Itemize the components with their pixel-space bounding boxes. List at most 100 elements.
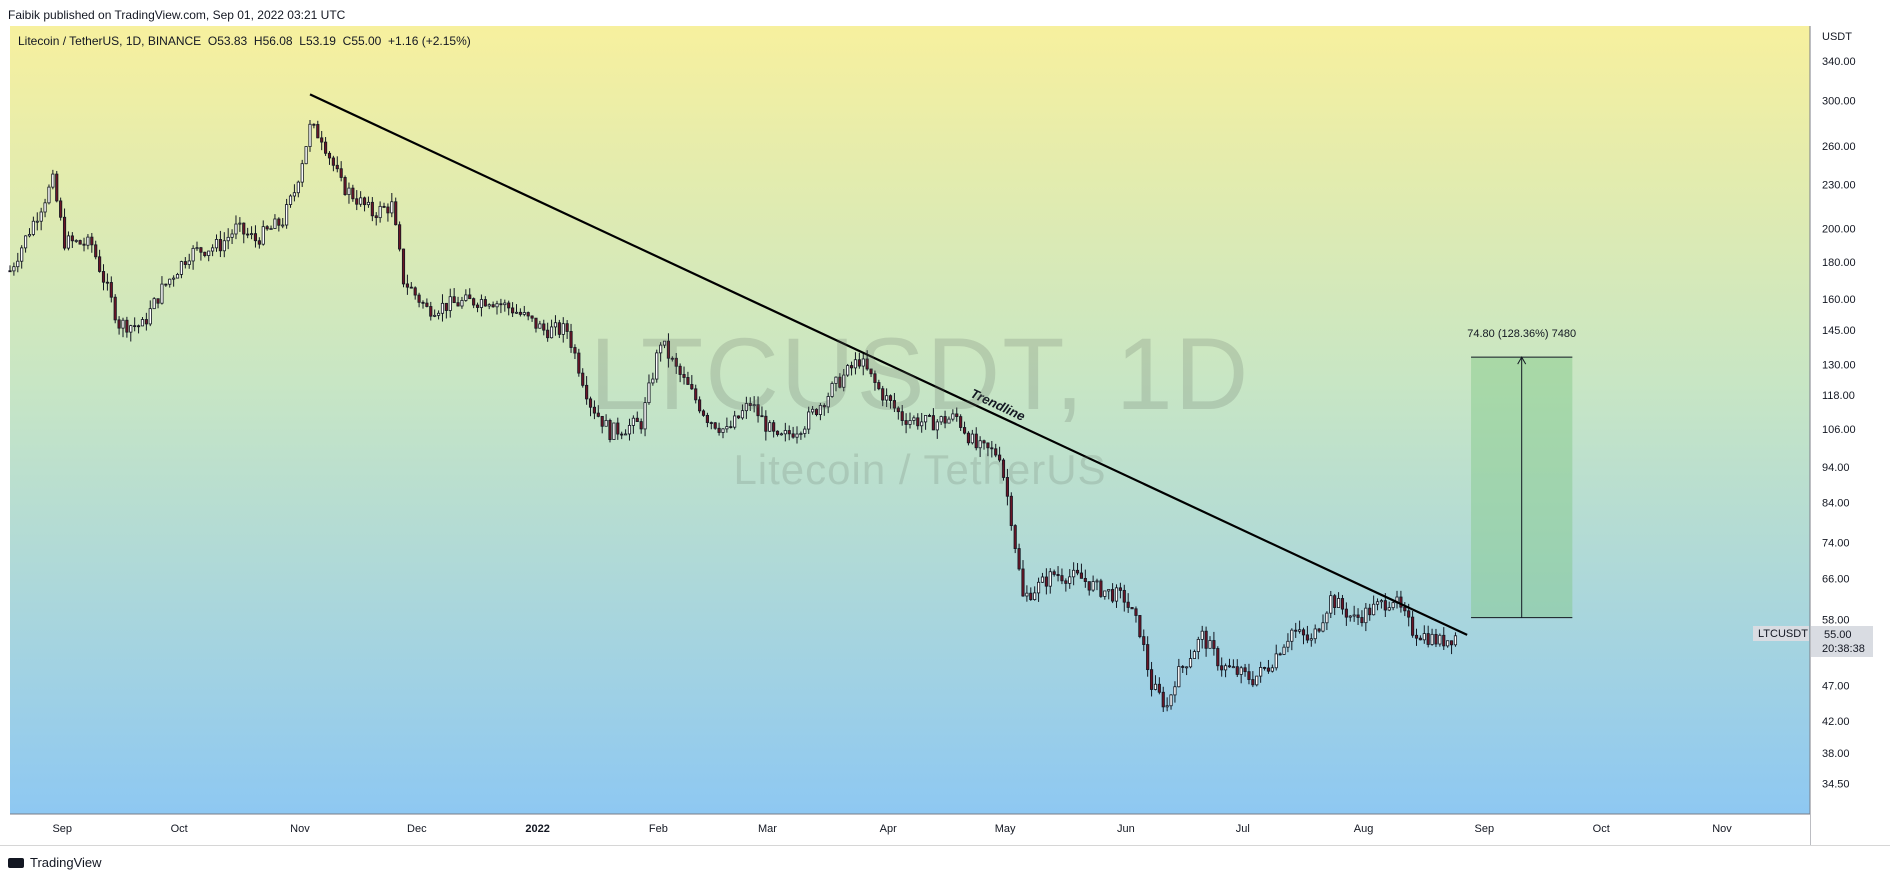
candle-body <box>682 374 686 378</box>
candle-body <box>1411 616 1415 636</box>
price-tick-label: 260.00 <box>1822 141 1856 153</box>
candle-body <box>814 408 819 415</box>
candle-body <box>164 283 168 286</box>
candle-body <box>1247 671 1251 680</box>
candle-body <box>175 274 180 279</box>
candle-body <box>670 357 674 360</box>
candle-body <box>66 235 71 249</box>
candle-body <box>47 186 51 204</box>
chart-area[interactable]: USDT 340.00 300.00 260.00 230.00 200.00 180.0… <box>0 26 1890 845</box>
candle-body <box>265 226 269 230</box>
candle-body <box>1075 569 1080 574</box>
candle-body <box>596 412 600 417</box>
candle-body <box>429 306 433 317</box>
time-axis-background <box>10 814 1810 845</box>
candle-body <box>1274 653 1278 669</box>
candle-body <box>230 233 234 238</box>
candle-body <box>760 415 764 418</box>
price-tick-label: 47.00 <box>1822 681 1850 693</box>
candle-body <box>1243 667 1247 673</box>
candle-body <box>881 388 885 401</box>
candle-body <box>1204 630 1208 649</box>
candle-body <box>705 414 709 423</box>
candle-body <box>748 403 752 406</box>
candle-body <box>1173 686 1177 696</box>
candle-body <box>1294 629 1298 632</box>
candle-body <box>59 200 63 218</box>
candle-body <box>838 376 842 388</box>
candle-body <box>799 433 803 435</box>
watermark-description: Litecoin / TetherUS <box>733 446 1107 493</box>
candle-body <box>912 417 916 421</box>
candle-body <box>1379 600 1383 603</box>
time-tick-label: Nov <box>1712 823 1732 835</box>
candle-body <box>1301 629 1306 636</box>
candle-body <box>1021 568 1025 597</box>
candle-body <box>121 319 125 329</box>
candle-body <box>1192 651 1196 659</box>
candle-body <box>959 416 963 428</box>
candle-body <box>324 141 328 154</box>
candle-body <box>779 433 783 436</box>
candle-body <box>218 239 222 252</box>
candle-body <box>1153 683 1158 690</box>
candle-body <box>292 192 296 197</box>
candle-body <box>1072 569 1076 578</box>
candle-body <box>686 377 690 385</box>
time-tick-label: Sep <box>52 823 72 835</box>
candle-body <box>1364 607 1368 624</box>
candle-body <box>495 303 499 308</box>
time-tick-label: Dec <box>407 823 427 835</box>
candle-body <box>503 302 507 306</box>
candle-body <box>666 340 671 359</box>
candle-body <box>421 301 425 304</box>
time-tick-label: Apr <box>880 823 897 835</box>
candle-body <box>1290 629 1294 642</box>
candle-body <box>1387 607 1391 611</box>
candle-body <box>592 406 596 414</box>
candle-body <box>382 205 386 208</box>
price-axis-currency: USDT <box>1822 31 1852 43</box>
time-tick-label: Jul <box>1236 823 1250 835</box>
candle-body <box>943 416 947 424</box>
price-tick-label: 66.00 <box>1822 574 1850 586</box>
candle-body <box>191 247 195 262</box>
price-chart[interactable]: USDT 340.00 300.00 260.00 230.00 200.00 180.0… <box>0 26 1890 845</box>
candle-body <box>1161 691 1165 708</box>
candle-body <box>43 202 47 213</box>
candle-body <box>257 240 261 245</box>
candle-body <box>179 261 183 275</box>
candle-body <box>1399 596 1403 608</box>
candle-body <box>970 433 974 444</box>
candle-body <box>405 283 409 288</box>
candle-body <box>1426 633 1430 645</box>
candle-body <box>195 247 199 250</box>
candle-body <box>678 365 682 375</box>
candle-body <box>620 433 624 436</box>
candle-body <box>1079 572 1083 579</box>
candle-body <box>803 428 807 434</box>
price-tick-label: 200.00 <box>1822 224 1856 236</box>
candle-body <box>1270 667 1274 672</box>
candle-body <box>978 440 982 449</box>
candle-body <box>1356 614 1360 618</box>
candle-body <box>499 303 503 306</box>
candle-body <box>877 382 881 390</box>
candle-body <box>335 164 339 170</box>
candle-body <box>1266 667 1271 672</box>
price-tick-label: 42.00 <box>1822 716 1850 728</box>
candle-body <box>549 326 554 339</box>
candle-body <box>530 315 534 319</box>
candle-body <box>129 325 133 333</box>
candle-body <box>1224 665 1228 671</box>
tradingview-logo[interactable]: TradingView <box>8 855 102 870</box>
candle-body <box>1414 634 1419 639</box>
candle-body <box>394 201 398 226</box>
candle-body <box>861 358 865 367</box>
candle-body <box>374 215 378 219</box>
candle-body <box>1329 595 1333 614</box>
candle-body <box>986 442 990 449</box>
candle-body <box>744 403 748 412</box>
candle-body <box>281 224 285 227</box>
publisher-text: Faibik published on TradingView.com, Sep… <box>8 8 346 22</box>
